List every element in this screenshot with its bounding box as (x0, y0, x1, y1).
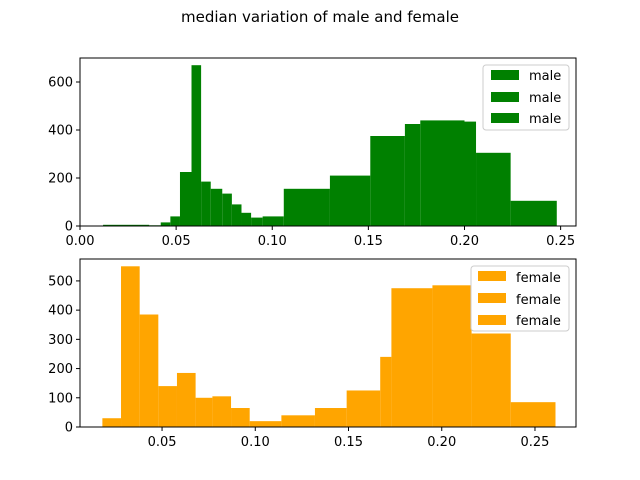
male-x-tick-label-3: 0.10 (258, 234, 287, 249)
female-x-tick-label-4: 0.20 (427, 435, 456, 450)
female-x-tick-label-3: 0.15 (334, 435, 363, 450)
female-bar-5 (176, 372, 196, 427)
male-legend-swatch-1 (491, 70, 519, 80)
male-axes-frame (79, 57, 577, 227)
female-bar-1 (102, 418, 122, 427)
male-bar-16 (370, 136, 405, 226)
female-legend: female female female (470, 265, 570, 332)
male-x-tick-label-5: 0.20 (450, 234, 479, 249)
male-bar-15 (329, 175, 371, 226)
female-bar-3 (139, 314, 159, 427)
male-bar-20 (476, 152, 511, 226)
male-y-tick-label-2: 200 (48, 172, 73, 187)
female-y-tick-label-2: 100 (48, 391, 73, 406)
male-bar-13 (262, 216, 284, 226)
figure-suptitle: median variation of male and female (181, 8, 459, 26)
female-legend-label-2: female (516, 293, 561, 308)
male-y-tick-label-3: 400 (48, 124, 73, 139)
female-bar-14 (391, 288, 433, 427)
male-y-axis: 0 200 400 600 (48, 76, 80, 235)
male-bar-9 (222, 193, 232, 226)
female-bar-16 (471, 333, 511, 427)
male-legend-label-3: male (529, 112, 561, 127)
male-x-tick-label-1: 0.00 (66, 234, 95, 249)
male-x-axis: 0.00 0.05 0.10 0.15 0.20 0.25 (66, 226, 575, 249)
female-y-tick-label-3: 200 (48, 362, 73, 377)
male-legend: male male male (482, 64, 570, 131)
male-y-tick-label-4: 600 (48, 76, 73, 91)
female-x-tick-label-2: 0.10 (241, 435, 270, 450)
female-x-axis: 0.05 0.10 0.15 0.20 0.25 (148, 427, 550, 450)
male-bar-12 (251, 217, 263, 226)
female-y-tick-label-4: 300 (48, 333, 73, 348)
male-bar-19 (464, 121, 477, 226)
male-bar-17 (404, 124, 421, 226)
female-bar-17 (510, 402, 556, 427)
male-histogram-subplot: 0.00 0.05 0.10 0.15 0.20 0.25 0 200 400 600 male… (48, 57, 577, 249)
female-y-axis: 0 100 200 300 400 500 (48, 274, 80, 436)
male-bar-8 (210, 188, 223, 226)
female-histogram-bars (102, 266, 556, 427)
female-legend-swatch-1 (478, 271, 506, 281)
female-y-tick-label-5: 400 (48, 304, 73, 319)
male-bar-1 (103, 224, 150, 226)
female-legend-swatch-2 (478, 293, 506, 303)
female-bar-13 (380, 356, 392, 427)
male-bar-18 (420, 120, 465, 226)
female-bar-11 (314, 408, 347, 427)
female-histogram-subplot: 0.05 0.10 0.15 0.20 0.25 0 100 200 300 400 500 fe… (48, 258, 577, 450)
female-y-tick-label-1: 0 (65, 421, 73, 436)
male-legend-swatch-2 (491, 92, 519, 102)
male-bar-7 (201, 181, 211, 226)
male-legend-label-1: male (529, 69, 561, 84)
male-x-tick-label-6: 0.25 (546, 234, 575, 249)
female-x-tick-label-1: 0.05 (148, 435, 177, 450)
female-legend-box (470, 265, 570, 332)
female-legend-label-3: female (516, 314, 561, 329)
male-bar-11 (241, 212, 252, 226)
female-y-tick-label-6: 500 (48, 274, 73, 289)
female-bar-15 (432, 285, 472, 427)
female-bar-2 (121, 266, 140, 427)
male-bar-3 (160, 222, 171, 226)
female-legend-swatch-3 (478, 315, 506, 325)
male-bar-6 (191, 65, 202, 226)
male-legend-label-2: male (529, 91, 561, 106)
female-bar-6 (195, 397, 213, 427)
male-bar-10 (231, 204, 242, 226)
male-bar-21 (510, 200, 557, 226)
male-bar-4 (170, 216, 180, 226)
female-bar-7 (212, 396, 232, 427)
male-histogram-bars (103, 65, 557, 226)
female-bar-9 (249, 421, 282, 427)
female-x-tick-label-5: 0.25 (521, 435, 550, 450)
male-bar-5 (179, 172, 192, 226)
female-axes-frame (79, 258, 577, 428)
male-bar-14 (283, 188, 330, 226)
female-legend-label-1: female (516, 271, 561, 286)
female-bar-4 (158, 386, 177, 427)
male-y-tick-label-1: 0 (65, 220, 73, 235)
female-bar-12 (346, 390, 381, 427)
male-legend-swatch-3 (491, 113, 519, 123)
female-bar-10 (281, 415, 315, 427)
male-x-tick-label-2: 0.05 (162, 234, 191, 249)
male-x-tick-label-4: 0.15 (354, 234, 383, 249)
female-bar-8 (231, 408, 250, 427)
